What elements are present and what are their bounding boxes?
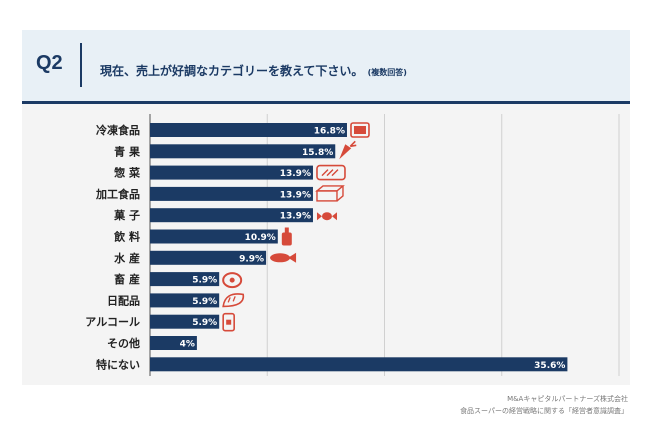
canned-food-icon [315, 185, 345, 202]
bar [150, 357, 568, 372]
category-label: 日配品 [107, 293, 140, 307]
bar [150, 144, 336, 159]
question-number: Q2 [36, 52, 63, 74]
category-label: 青 果 [114, 144, 140, 158]
bar [150, 123, 347, 137]
bread-icon [222, 293, 245, 308]
category-label: 加工食品 [95, 187, 140, 201]
value-label: 15.8% [302, 148, 333, 158]
value-label: 9.9% [239, 254, 264, 264]
category-label: 畜 産 [114, 272, 140, 286]
bar [150, 314, 220, 329]
category-label: 惣 菜 [114, 166, 141, 180]
source-survey: 食品スーパーの経営戦略に関する「経営者意識調査」 [460, 407, 628, 415]
category-label: 冷凍食品 [96, 123, 140, 137]
source-company: M&Aキャピタルパートナーズ株式会社 [507, 395, 628, 403]
meat-icon [222, 272, 243, 289]
bar [150, 165, 313, 180]
category-label: 水 産 [114, 251, 140, 265]
bottle-icon [281, 227, 292, 246]
bar [150, 272, 220, 287]
question-header [22, 30, 630, 102]
source-credit: M&Aキャピタルパートナーズ株式会社 食品スーパーの経営戦略に関する「経営者意識… [460, 393, 628, 417]
value-label: 5.9% [192, 297, 217, 307]
question-divider [80, 43, 82, 87]
header-divider [22, 101, 630, 104]
category-label: 菓 子 [113, 208, 140, 222]
carrot-icon [339, 140, 357, 160]
category-label: 飲 料 [113, 230, 140, 244]
fish-icon [270, 252, 297, 263]
category-label: 特にない [96, 357, 140, 371]
category-label: その他 [107, 336, 140, 350]
question-main: 現在、売上が好調なカテゴリーを教えて下さい。 [100, 64, 364, 78]
bar [150, 186, 313, 201]
bar [150, 293, 220, 308]
value-label: 13.9% [280, 212, 311, 222]
bar [150, 208, 313, 223]
value-label: 10.9% [245, 233, 276, 243]
category-label: アルコール [85, 316, 140, 329]
question-note: (複数回答) [367, 68, 407, 77]
value-label: 5.9% [192, 276, 217, 286]
question-text: 現在、売上が好調なカテゴリーを教えて下さい。 (複数回答) [100, 62, 407, 79]
value-label: 13.9% [280, 190, 311, 200]
value-label: 5.9% [192, 318, 217, 328]
can-icon [222, 312, 235, 332]
value-label: 4% [180, 340, 195, 350]
value-label: 35.6% [534, 361, 565, 371]
bar [150, 336, 197, 350]
bar [150, 229, 278, 244]
value-label: 13.9% [280, 169, 311, 179]
candy-icon [316, 212, 337, 221]
value-label: 16.8% [314, 127, 345, 137]
frozen-food-package-icon [350, 122, 370, 138]
bento-box-icon [316, 164, 346, 181]
bar [150, 250, 267, 265]
